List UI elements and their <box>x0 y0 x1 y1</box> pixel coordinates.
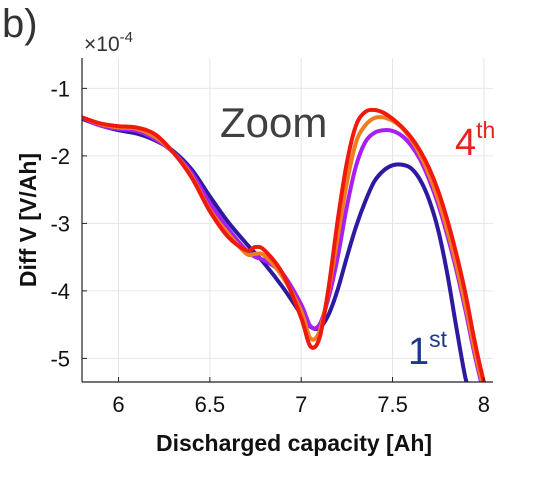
fourth-cycle-suffix: th <box>476 117 495 143</box>
fourth-cycle-label: 4th <box>455 117 495 164</box>
series-lines <box>82 107 486 382</box>
y-tick-label: -3 <box>50 211 70 236</box>
x-axis-label: Discharged capacity [Ah] <box>156 430 432 456</box>
first-cycle-number: 1 <box>408 331 429 373</box>
y-tick-label: -5 <box>50 346 70 371</box>
x-tick-label: 7 <box>295 392 307 417</box>
y-exponent-label: ×10-4 <box>84 29 133 56</box>
y-exponent-power: -4 <box>120 29 133 46</box>
x-tick-label: 6 <box>112 392 124 417</box>
y-exponent-base: ×10 <box>84 33 120 56</box>
plot-area <box>82 58 493 382</box>
y-tick-label: -2 <box>50 144 70 169</box>
zoom-annotation: Zoom <box>220 99 327 146</box>
panel-label: b) <box>2 2 38 46</box>
x-tick-label: 7.5 <box>377 392 408 417</box>
y-axis-label: Diff V [V/Ah] <box>15 153 41 287</box>
axis-ticks: 6 6.5 7 7.5 8 -1 -2 -3 -4 -5 <box>50 76 490 417</box>
y-tick-label: -1 <box>50 76 70 101</box>
first-cycle-label: 1st <box>408 326 448 373</box>
fourth-cycle-number: 4 <box>455 122 476 164</box>
first-cycle-suffix: st <box>429 326 448 352</box>
x-tick-label: 8 <box>478 392 490 417</box>
x-tick-label: 6.5 <box>195 392 226 417</box>
series-line <box>82 107 486 382</box>
y-tick-label: -4 <box>50 279 70 304</box>
